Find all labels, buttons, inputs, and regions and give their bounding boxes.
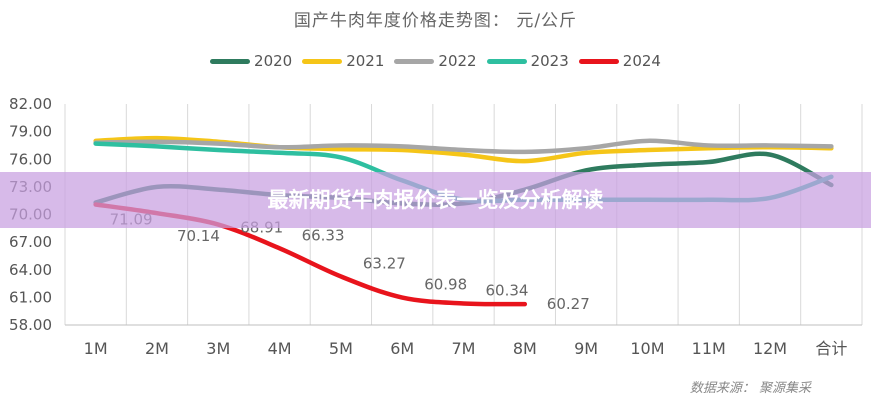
x-tick-label: 8M [513,339,537,358]
x-tick-label: 5M [329,339,353,358]
legend-swatch [486,58,527,64]
legend-label: 2020 [254,52,293,70]
y-tick-label: 76.00 [9,150,52,168]
data-label: 60.34 [486,281,529,299]
data-source: 数据来源： 聚源集采 [689,381,811,396]
banner-text: 最新期货牛肉报价表一览及分析解读 [267,188,604,212]
overlay-banner: 最新期货牛肉报价表一览及分析解读 [0,172,871,228]
data-label: 70.14 [177,227,220,245]
legend-item-2020: 2020 [210,52,292,70]
x-tick-label: 2M [145,339,169,358]
chart-title: 国产牛肉年度价格走势图： 元/公斤 [293,11,578,31]
legend-swatch [394,58,435,64]
legend-label: 2024 [622,52,661,70]
y-tick-label: 79.00 [9,123,52,141]
x-tick-label: 6M [390,339,414,358]
x-tick-label: 1M [84,339,108,358]
legend-swatch [578,58,619,64]
legend-label: 2023 [530,52,569,70]
legend: 2020 2021 2022 2023 2024 [0,52,871,70]
data-label: 60.98 [424,276,467,294]
x-tick-label: 9M [574,339,598,358]
x-tick-label: 4M [268,339,292,358]
x-tick-label: 7M [452,339,476,358]
data-label: 63.27 [363,254,406,272]
y-tick-label: 58.00 [9,316,52,334]
x-tick-label: 3M [206,339,230,358]
x-tick-label: 12M [753,339,787,358]
legend-item-2024: 2024 [578,52,661,70]
y-tick-label: 61.00 [9,288,52,306]
legend-label: 2022 [438,52,477,70]
data-label: 66.33 [302,226,345,244]
legend-item-2023: 2023 [486,52,569,70]
x-tick-label: 11M [692,339,726,358]
data-label: 60.27 [547,295,590,313]
legend-swatch [210,58,251,64]
y-tick-label: 67.00 [9,233,52,251]
y-tick-label: 82.00 [9,95,52,113]
legend-item-2022: 2022 [394,52,477,70]
y-tick-label: 64.00 [9,261,52,279]
legend-swatch [302,58,343,64]
legend-item-2021: 2021 [302,52,384,70]
legend-label: 2021 [346,52,385,70]
x-tick-label: 10M [630,339,664,358]
x-tick-label: 合计 [815,339,847,358]
